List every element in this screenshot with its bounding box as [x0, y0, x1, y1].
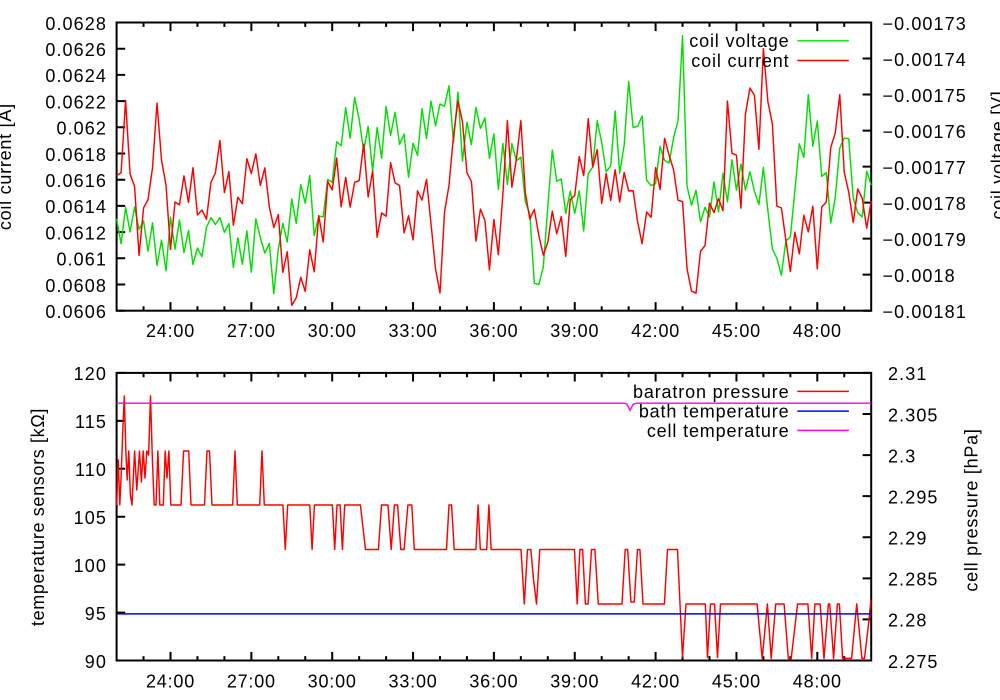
svg-text:48:00: 48:00	[793, 321, 842, 341]
svg-text:0.0612: 0.0612	[45, 223, 107, 243]
svg-text:2.285: 2.285	[888, 570, 939, 590]
svg-text:−0.00174: −0.00174	[883, 50, 967, 70]
svg-text:coil voltage: coil voltage	[689, 31, 789, 51]
svg-text:45:00: 45:00	[712, 672, 761, 692]
svg-text:baratron pressure: baratron pressure	[633, 382, 790, 402]
svg-text:30:00: 30:00	[308, 672, 357, 692]
svg-text:0.0624: 0.0624	[45, 66, 107, 86]
svg-text:33:00: 33:00	[389, 672, 438, 692]
svg-text:−0.00178: −0.00178	[883, 194, 967, 214]
svg-text:2.305: 2.305	[888, 405, 939, 425]
svg-text:coil voltage [V]: coil voltage [V]	[988, 90, 1000, 219]
svg-text:−0.00177: −0.00177	[883, 158, 967, 178]
svg-text:115: 115	[75, 412, 107, 432]
svg-text:39:00: 39:00	[550, 321, 599, 341]
svg-text:0.0606: 0.0606	[45, 302, 107, 322]
svg-text:0.0614: 0.0614	[45, 197, 107, 217]
svg-text:27:00: 27:00	[227, 321, 276, 341]
svg-text:−0.00173: −0.00173	[883, 14, 967, 34]
svg-text:90: 90	[85, 652, 107, 672]
svg-text:24:00: 24:00	[146, 321, 195, 341]
svg-text:100: 100	[74, 556, 107, 576]
svg-text:30:00: 30:00	[308, 321, 357, 341]
svg-text:cell temperature: cell temperature	[647, 421, 790, 441]
svg-text:2.275: 2.275	[888, 652, 939, 672]
svg-text:0.0622: 0.0622	[45, 92, 107, 112]
svg-text:−0.00175: −0.00175	[883, 86, 967, 106]
svg-text:42:00: 42:00	[631, 321, 680, 341]
svg-text:2.28: 2.28	[888, 611, 927, 631]
svg-text:42:00: 42:00	[631, 672, 680, 692]
svg-text:cell pressure [hPa]: cell pressure [hPa]	[962, 428, 982, 591]
svg-text:33:00: 33:00	[389, 321, 438, 341]
svg-text:0.0628: 0.0628	[45, 14, 107, 34]
svg-text:−0.00181: −0.00181	[883, 302, 967, 322]
svg-text:0.061: 0.061	[56, 250, 107, 270]
svg-text:110: 110	[75, 460, 107, 480]
svg-text:coil current: coil current	[691, 51, 789, 71]
svg-text:27:00: 27:00	[227, 672, 276, 692]
svg-text:−0.00179: −0.00179	[883, 230, 967, 250]
svg-text:−0.00176: −0.00176	[883, 122, 967, 142]
svg-text:95: 95	[85, 604, 107, 624]
svg-text:−0.0018: −0.0018	[883, 266, 956, 286]
svg-text:120: 120	[74, 364, 107, 384]
svg-text:24:00: 24:00	[146, 672, 195, 692]
svg-text:temperature sensors [kΩ]: temperature sensors [kΩ]	[28, 408, 48, 626]
svg-text:0.0608: 0.0608	[45, 276, 107, 296]
svg-text:bath temperature: bath temperature	[639, 402, 790, 422]
svg-text:2.31: 2.31	[888, 364, 927, 384]
svg-text:105: 105	[74, 508, 107, 528]
svg-text:2.29: 2.29	[888, 529, 927, 549]
svg-text:2.3: 2.3	[888, 446, 916, 466]
svg-text:39:00: 39:00	[550, 672, 599, 692]
svg-text:36:00: 36:00	[469, 672, 518, 692]
svg-text:coil current [A]: coil current [A]	[0, 103, 15, 230]
svg-text:45:00: 45:00	[712, 321, 761, 341]
svg-text:2.295: 2.295	[888, 487, 939, 507]
svg-text:0.0626: 0.0626	[45, 40, 107, 60]
svg-text:36:00: 36:00	[469, 321, 518, 341]
svg-text:0.0618: 0.0618	[45, 145, 107, 165]
svg-text:48:00: 48:00	[793, 672, 842, 692]
svg-text:0.0616: 0.0616	[45, 171, 107, 191]
svg-text:0.062: 0.062	[56, 119, 107, 139]
